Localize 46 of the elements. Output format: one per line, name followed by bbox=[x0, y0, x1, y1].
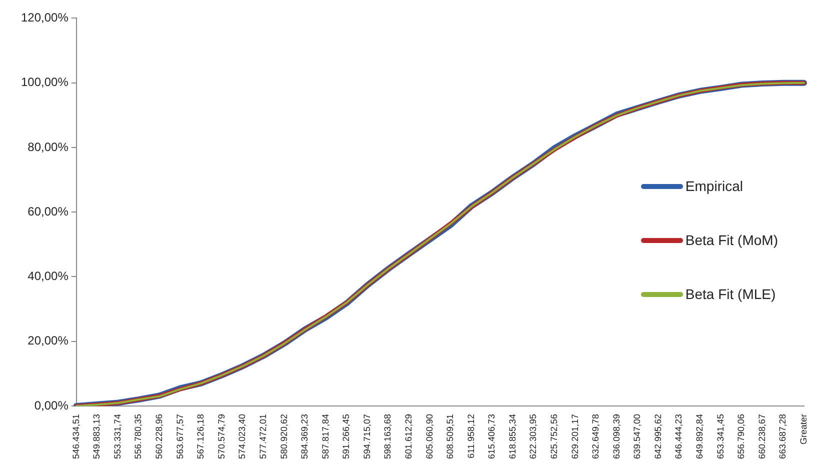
y-tick-label: 40,00% bbox=[28, 269, 69, 284]
x-tick-label: 584.369,23 bbox=[300, 414, 310, 460]
x-tick-label: 663.687,28 bbox=[778, 414, 788, 460]
x-tick-label: 591.266,45 bbox=[341, 414, 352, 460]
x-tick-label: 615.406,73 bbox=[486, 414, 497, 460]
x-tick-label: 622.303,95 bbox=[528, 414, 538, 460]
x-tick-label: 560.228,96 bbox=[154, 414, 164, 460]
x-tick-label: Greater bbox=[798, 414, 808, 444]
x-tick-label: 553.331,74 bbox=[112, 414, 122, 460]
y-tick-label: 120,00% bbox=[21, 10, 69, 25]
x-tick-label: 660.238,67 bbox=[756, 414, 767, 460]
x-tick-label: 611.958,12 bbox=[466, 414, 476, 458]
x-tick-label: 598.163,68 bbox=[382, 414, 393, 460]
x-tick-label: 546.434,51 bbox=[70, 414, 81, 460]
x-tick-label: 587.817,84 bbox=[320, 414, 330, 460]
x-tick-label: 577.472,01 bbox=[258, 414, 268, 460]
x-tick-label: 563.677,57 bbox=[174, 414, 185, 460]
legend-label: Beta Fit (MLE) bbox=[685, 286, 776, 302]
x-tick-label: 632.649,78 bbox=[590, 414, 601, 460]
legend-label: Empirical bbox=[685, 178, 743, 194]
x-tick-label: 656.790,06 bbox=[736, 414, 746, 460]
y-tick-label: 20,00% bbox=[28, 334, 69, 348]
x-tick-label: 574.023,40 bbox=[237, 414, 248, 460]
x-tick-label: 642.995,62 bbox=[652, 414, 663, 460]
x-tick-label: 570.574,79 bbox=[216, 414, 226, 460]
y-tick-label: 0,00% bbox=[34, 398, 69, 412]
y-tick-label: 80,00% bbox=[28, 140, 69, 154]
x-tick-label: 649.892,84 bbox=[694, 414, 705, 460]
y-tick-label: 100,00% bbox=[21, 75, 69, 90]
x-tick-label: 556.780,35 bbox=[133, 414, 144, 460]
x-tick-label: 639.547,00 bbox=[632, 414, 642, 460]
x-tick-label: 625.752,56 bbox=[549, 414, 560, 460]
legend-label: Beta Fit (MoM) bbox=[685, 232, 778, 248]
x-tick-label: 567.126,18 bbox=[196, 414, 206, 460]
x-tick-label: 608.509,51 bbox=[445, 414, 456, 460]
x-tick-label: 549.883,13 bbox=[92, 414, 102, 460]
x-tick-label: 653.341,45 bbox=[715, 414, 726, 460]
x-tick-label: 636.098,39 bbox=[611, 414, 622, 460]
x-tick-label: 601.612,29 bbox=[403, 414, 414, 460]
x-tick-label: 646.444,23 bbox=[674, 414, 684, 460]
x-tick-label: 618.855,34 bbox=[507, 414, 518, 460]
x-tick-label: 580.920,62 bbox=[278, 414, 289, 460]
x-tick-label: 629.201,17 bbox=[570, 414, 580, 460]
x-tick-label: 594.715,07 bbox=[362, 414, 372, 460]
y-tick-label: 60,00% bbox=[28, 204, 69, 218]
x-tick-label: 605.060,90 bbox=[424, 414, 434, 460]
